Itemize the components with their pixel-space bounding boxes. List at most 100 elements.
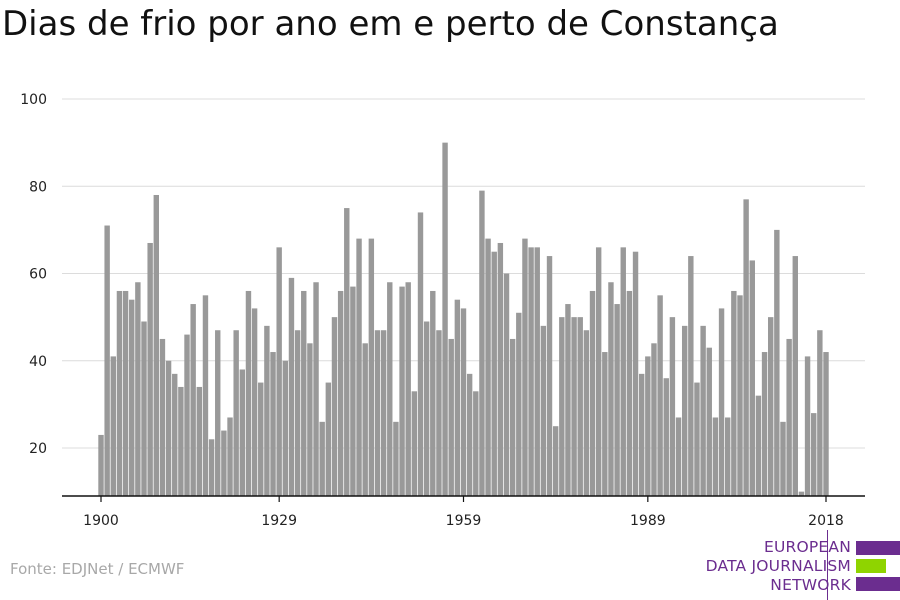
bar-1941 — [350, 286, 356, 496]
bar-1900 — [98, 434, 104, 496]
bar-1911 — [165, 360, 172, 496]
source-note: Fonte: EDJNet / ECMWF — [10, 560, 185, 578]
x-tick-label-1959: 1959 — [446, 513, 482, 529]
bar-1918 — [208, 439, 215, 496]
bar-2009 — [768, 317, 774, 496]
bar-1931 — [288, 277, 295, 497]
bar-1969 — [522, 238, 528, 497]
bar-1960 — [466, 373, 473, 496]
y-tick-label-80: 80 — [29, 179, 47, 195]
bar-1946 — [380, 330, 387, 496]
bar-1952 — [417, 212, 424, 496]
bar-2005 — [743, 199, 749, 496]
bar-1966 — [503, 273, 510, 496]
bar-1907 — [141, 321, 147, 496]
y-axis-ticks: 20 40 60 80 100 — [20, 92, 47, 457]
chart-title: Dias de frio por ano em e perto de Const… — [2, 4, 779, 44]
x-tick-label-1989: 1989 — [630, 513, 666, 529]
bar-1922 — [233, 330, 239, 496]
bar-1992 — [663, 378, 669, 496]
bar-1908 — [147, 242, 153, 496]
y-tick-label-100: 100 — [20, 92, 47, 108]
bar-2003 — [731, 290, 737, 496]
bar-1985 — [620, 247, 626, 496]
bar-2011 — [780, 421, 786, 496]
bar-1980 — [589, 290, 596, 496]
bar-2006 — [749, 260, 755, 496]
logo-bar-purple-top — [856, 541, 900, 555]
bar-1968 — [516, 312, 522, 496]
bar-1987 — [632, 251, 639, 496]
bar-1967 — [509, 338, 516, 496]
logo-bar-purple-bottom — [856, 577, 900, 591]
bar-1978 — [577, 317, 583, 496]
bar-1972 — [540, 325, 547, 496]
bar-1971 — [534, 247, 540, 496]
bar-2015 — [804, 356, 811, 496]
bar-1984 — [614, 304, 620, 496]
logo-line-2: DATA JOURNALISM — [705, 557, 851, 575]
bar-1906 — [135, 282, 141, 496]
logo-line-1: EUROPEAN — [763, 538, 851, 556]
bar-2010 — [774, 229, 780, 496]
bar-1986 — [626, 290, 633, 496]
bar-1975 — [559, 317, 565, 496]
bar-1923 — [239, 369, 246, 496]
bar-2013 — [792, 256, 798, 496]
bar-1998 — [700, 325, 706, 496]
bar-1949 — [399, 286, 405, 496]
bar-2012 — [786, 338, 792, 496]
x-tick-label-2018: 2018 — [808, 513, 844, 529]
bar-1961 — [473, 391, 479, 496]
bar-1933 — [301, 290, 307, 496]
bar-1910 — [159, 338, 166, 496]
bar-1953 — [423, 321, 430, 496]
bar-1979 — [583, 330, 590, 496]
bar-1993 — [669, 317, 676, 496]
bar-1990 — [651, 343, 657, 496]
bar-1903 — [116, 290, 123, 496]
bar-1921 — [227, 417, 233, 496]
bar-1955 — [436, 330, 442, 496]
bar-1965 — [497, 242, 504, 496]
x-tick-label-1929: 1929 — [261, 513, 297, 529]
bar-1912 — [172, 373, 178, 496]
bar-1963 — [485, 238, 491, 497]
bar-1917 — [202, 295, 209, 496]
bar-1944 — [368, 238, 375, 497]
bar-1977 — [571, 317, 577, 496]
bar-1938 — [331, 317, 338, 496]
bar-1925 — [251, 308, 258, 496]
bar-1901 — [104, 225, 110, 496]
bar-1915 — [190, 304, 196, 496]
bar-1939 — [337, 290, 344, 496]
bar-1970 — [528, 247, 534, 496]
bar-1951 — [411, 391, 418, 496]
edjnet-logo: EUROPEAN DATA JOURNALISM NETWORK — [700, 530, 900, 600]
x-axis-ticks: 1900 1929 1959 1989 2018 — [83, 496, 844, 529]
bar-2017 — [817, 330, 823, 496]
bar-1962 — [479, 190, 485, 497]
y-tick-label-60: 60 — [29, 267, 47, 283]
bar-1988 — [638, 373, 645, 496]
bar-1995 — [681, 325, 688, 496]
bar-1914 — [184, 334, 190, 496]
bar-2007 — [755, 395, 762, 496]
bar-1974 — [552, 426, 559, 496]
bar-2002 — [724, 417, 731, 496]
bar-1916 — [196, 386, 203, 496]
bar-1913 — [178, 386, 184, 496]
bar-1927 — [264, 325, 270, 496]
bar-1919 — [215, 330, 221, 496]
bar-1999 — [706, 347, 712, 496]
y-tick-label-40: 40 — [29, 354, 47, 370]
bar-1989 — [645, 356, 651, 496]
bar-1997 — [694, 382, 700, 496]
bar-1973 — [546, 256, 553, 496]
bar-2014 — [798, 491, 805, 496]
bar-1958 — [454, 299, 461, 496]
bar-1964 — [491, 251, 497, 496]
bar-1928 — [270, 352, 276, 496]
bar-1905 — [129, 299, 135, 496]
